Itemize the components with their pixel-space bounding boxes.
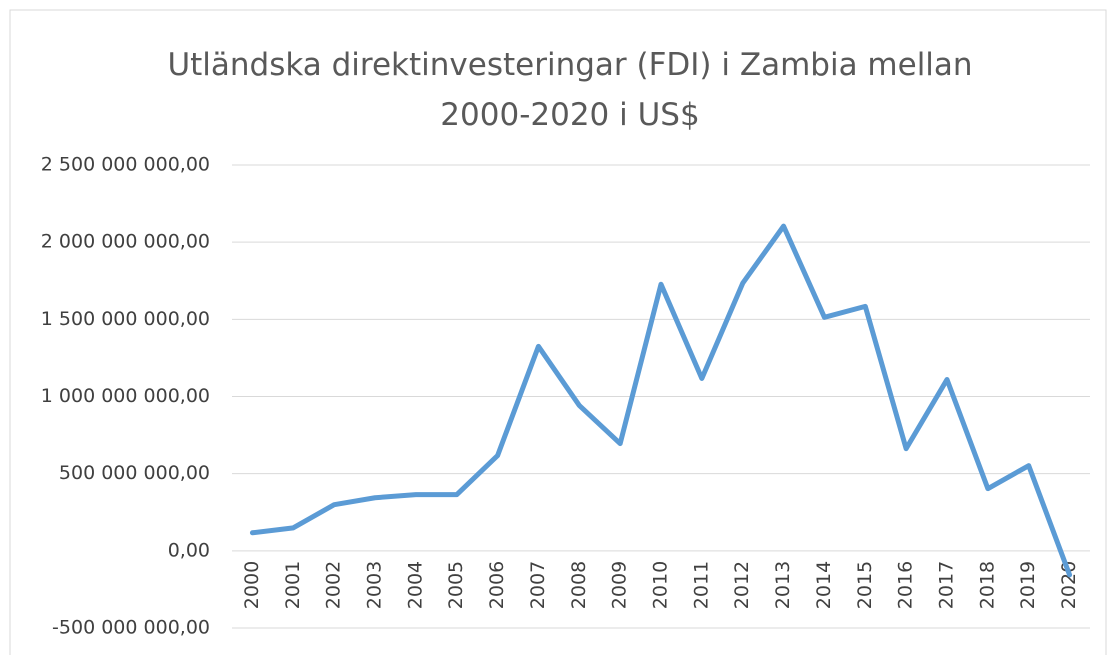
x-tick-label: 2014 bbox=[813, 561, 835, 609]
x-tick-label: 2007 bbox=[527, 561, 549, 609]
x-tick-label: 2020 bbox=[1058, 561, 1080, 609]
series-line bbox=[249, 223, 1073, 578]
y-tick-label: -500 000 000,00 bbox=[52, 617, 210, 639]
x-tick-label: 2002 bbox=[323, 561, 345, 609]
y-tick-label: 0,00 bbox=[168, 539, 210, 561]
x-tick-label: 2000 bbox=[241, 561, 263, 609]
y-tick-label: 2 500 000 000,00 bbox=[41, 154, 210, 176]
x-tick-label: 2008 bbox=[568, 561, 590, 609]
chart-border bbox=[9, 9, 1107, 655]
x-tick-label: 2015 bbox=[854, 561, 876, 609]
y-tick-label: 1 000 000 000,00 bbox=[41, 385, 210, 407]
chart-title: Utländska direktinvesteringar (FDI) i Za… bbox=[167, 47, 973, 133]
y-tick-label: 2 000 000 000,00 bbox=[41, 231, 210, 253]
x-tick-label: 2012 bbox=[731, 561, 753, 609]
x-tick-label: 2016 bbox=[895, 561, 917, 609]
x-tick-label: 2011 bbox=[690, 561, 712, 609]
x-tick-label: 2019 bbox=[1017, 561, 1039, 609]
x-tick-label: 2006 bbox=[486, 561, 508, 609]
x-tick-label: 2010 bbox=[650, 561, 672, 609]
x-tick-label: 2018 bbox=[976, 561, 998, 609]
x-tick-label: 2004 bbox=[404, 561, 426, 609]
x-tick-label: 2013 bbox=[772, 561, 794, 609]
x-tick-label: 2005 bbox=[445, 561, 467, 609]
y-tick-label: 1 500 000 000,00 bbox=[41, 308, 210, 330]
x-tick-label: 2003 bbox=[364, 561, 386, 609]
x-tick-label: 2017 bbox=[936, 561, 958, 609]
y-tick-label: 500 000 000,00 bbox=[59, 462, 210, 484]
x-tick-label: 2009 bbox=[609, 561, 631, 609]
x-tick-label: 2001 bbox=[282, 561, 304, 609]
